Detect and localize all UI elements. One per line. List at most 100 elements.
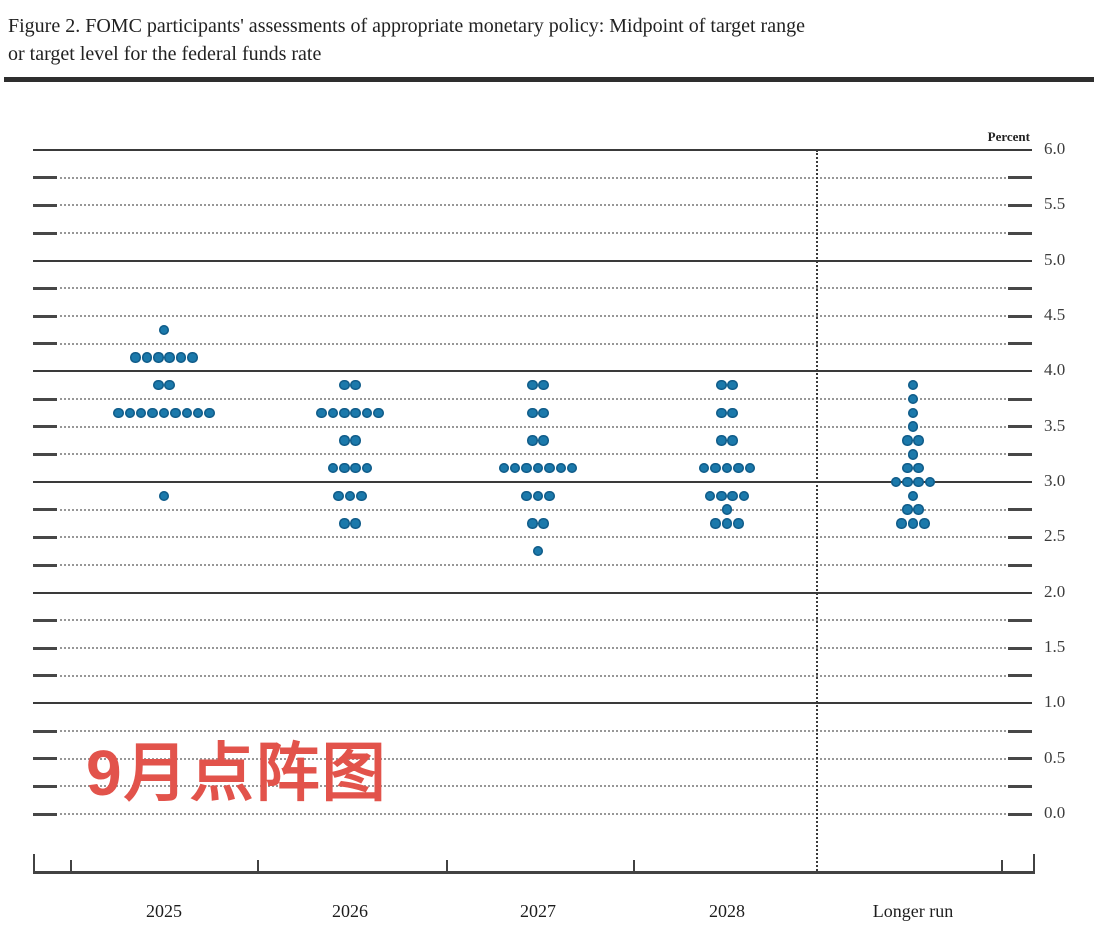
y-axis-tick-right <box>1008 812 1032 816</box>
projection-dot <box>361 462 373 474</box>
year-label: 2026 <box>332 901 368 921</box>
projection-dot <box>350 518 361 529</box>
figure-title-line1: Figure 2. FOMC participants' assessments… <box>8 15 805 37</box>
projection-dot <box>733 462 744 474</box>
y-axis-tick-right <box>1008 618 1032 622</box>
projection-dot <box>532 490 544 502</box>
projection-dot <box>919 518 930 529</box>
projection-dot <box>498 462 510 474</box>
projection-dot <box>710 462 721 474</box>
y-axis-label: 1.0 <box>1044 692 1066 712</box>
x-axis-tick <box>633 860 635 871</box>
y-axis-label: 4.0 <box>1044 360 1066 380</box>
projection-dot <box>135 407 147 419</box>
projection-dot <box>698 462 710 474</box>
projection-dot <box>555 462 567 474</box>
projection-dot <box>164 352 175 363</box>
projection-dot <box>907 449 919 460</box>
y-axis-label: 3.0 <box>1044 471 1066 490</box>
projection-dot <box>187 352 198 363</box>
y-axis-tick-right <box>1008 563 1032 567</box>
gridline-dotted <box>60 785 1006 788</box>
projection-dot <box>153 379 164 391</box>
projection-dot <box>356 490 367 502</box>
gridline-dotted <box>60 204 1006 207</box>
y-axis-label: 6.0 <box>1044 139 1066 158</box>
y-axis-label: 4.5 <box>1044 305 1066 324</box>
projection-dot <box>130 352 141 363</box>
projection-dot <box>509 462 521 474</box>
x-axis-tick <box>446 860 448 871</box>
y-axis-label: 0.0 <box>1044 803 1066 822</box>
gridline-dotted <box>60 536 1006 539</box>
y-axis-tick-right <box>1008 674 1032 678</box>
projection-dot <box>727 379 738 391</box>
y-axis-tick-right <box>1008 535 1032 539</box>
projection-dot <box>721 462 733 474</box>
gridline-dotted <box>60 730 1006 732</box>
title-rule <box>4 77 1094 82</box>
y-axis-tick-right <box>1008 729 1032 733</box>
projection-dot <box>727 407 738 419</box>
x-axis-tick <box>257 860 259 871</box>
x-axis-tick <box>1033 854 1035 871</box>
y-axis-tick-right <box>1008 203 1032 207</box>
x-axis-line <box>33 871 1035 874</box>
projection-dot <box>147 407 158 419</box>
y-axis-label: 0.5 <box>1044 747 1066 767</box>
projection-dot <box>913 476 924 488</box>
projection-dot <box>158 407 170 419</box>
projection-dot <box>327 462 339 474</box>
projection-dot <box>527 379 538 391</box>
gridline-dotted <box>60 315 1006 317</box>
figure-title-line2: or target level for the federal funds ra… <box>8 43 322 65</box>
year-label: 2028 <box>709 901 745 921</box>
projection-dot <box>544 490 555 502</box>
gridline-dotted <box>60 813 1006 815</box>
projection-dot <box>361 407 373 419</box>
gridline-dotted <box>60 232 1006 234</box>
projection-dot <box>333 490 344 502</box>
projection-dot <box>158 490 170 502</box>
y-axis-tick-right <box>1008 314 1032 318</box>
projection-dot <box>538 407 549 419</box>
projection-dot <box>181 407 193 419</box>
projection-dot <box>727 435 738 446</box>
projection-dot <box>521 462 532 474</box>
y-axis-label: 3.5 <box>1044 415 1066 435</box>
gridline-dotted <box>60 287 1006 290</box>
y-axis-tick-right <box>1008 176 1032 180</box>
projection-dot <box>544 462 555 474</box>
projection-dot <box>913 435 924 446</box>
y-axis-tick-left <box>33 231 57 235</box>
projection-dot <box>727 490 738 502</box>
projection-dot <box>153 352 164 363</box>
y-axis-tick-left <box>33 812 57 816</box>
projection-dot <box>721 518 733 529</box>
year-separator-line <box>816 150 818 871</box>
projection-dot <box>710 518 721 529</box>
y-axis-tick-right <box>1008 286 1032 290</box>
gridline-dotted <box>60 619 1006 622</box>
y-axis-label: 2.5 <box>1044 526 1066 546</box>
gridline-dotted <box>60 647 1006 649</box>
gridline-dotted <box>60 176 1006 179</box>
projection-dot <box>170 407 181 419</box>
projection-dot <box>532 545 544 557</box>
projection-dot <box>716 407 727 419</box>
projection-dot <box>339 407 350 419</box>
projection-dot <box>350 407 361 419</box>
gridline-dotted <box>60 564 1006 566</box>
projection-dot <box>527 518 538 529</box>
gridline-solid <box>33 702 1032 705</box>
projection-dot <box>113 407 124 419</box>
year-label: 2027 <box>520 901 556 921</box>
projection-dot <box>902 435 913 446</box>
projection-dot <box>907 421 919 432</box>
gridline-dotted <box>60 342 1006 345</box>
year-label: Longer run <box>872 901 954 921</box>
projection-dot <box>339 462 350 474</box>
y-axis-tick-left <box>33 203 57 207</box>
projection-dot <box>907 379 919 391</box>
